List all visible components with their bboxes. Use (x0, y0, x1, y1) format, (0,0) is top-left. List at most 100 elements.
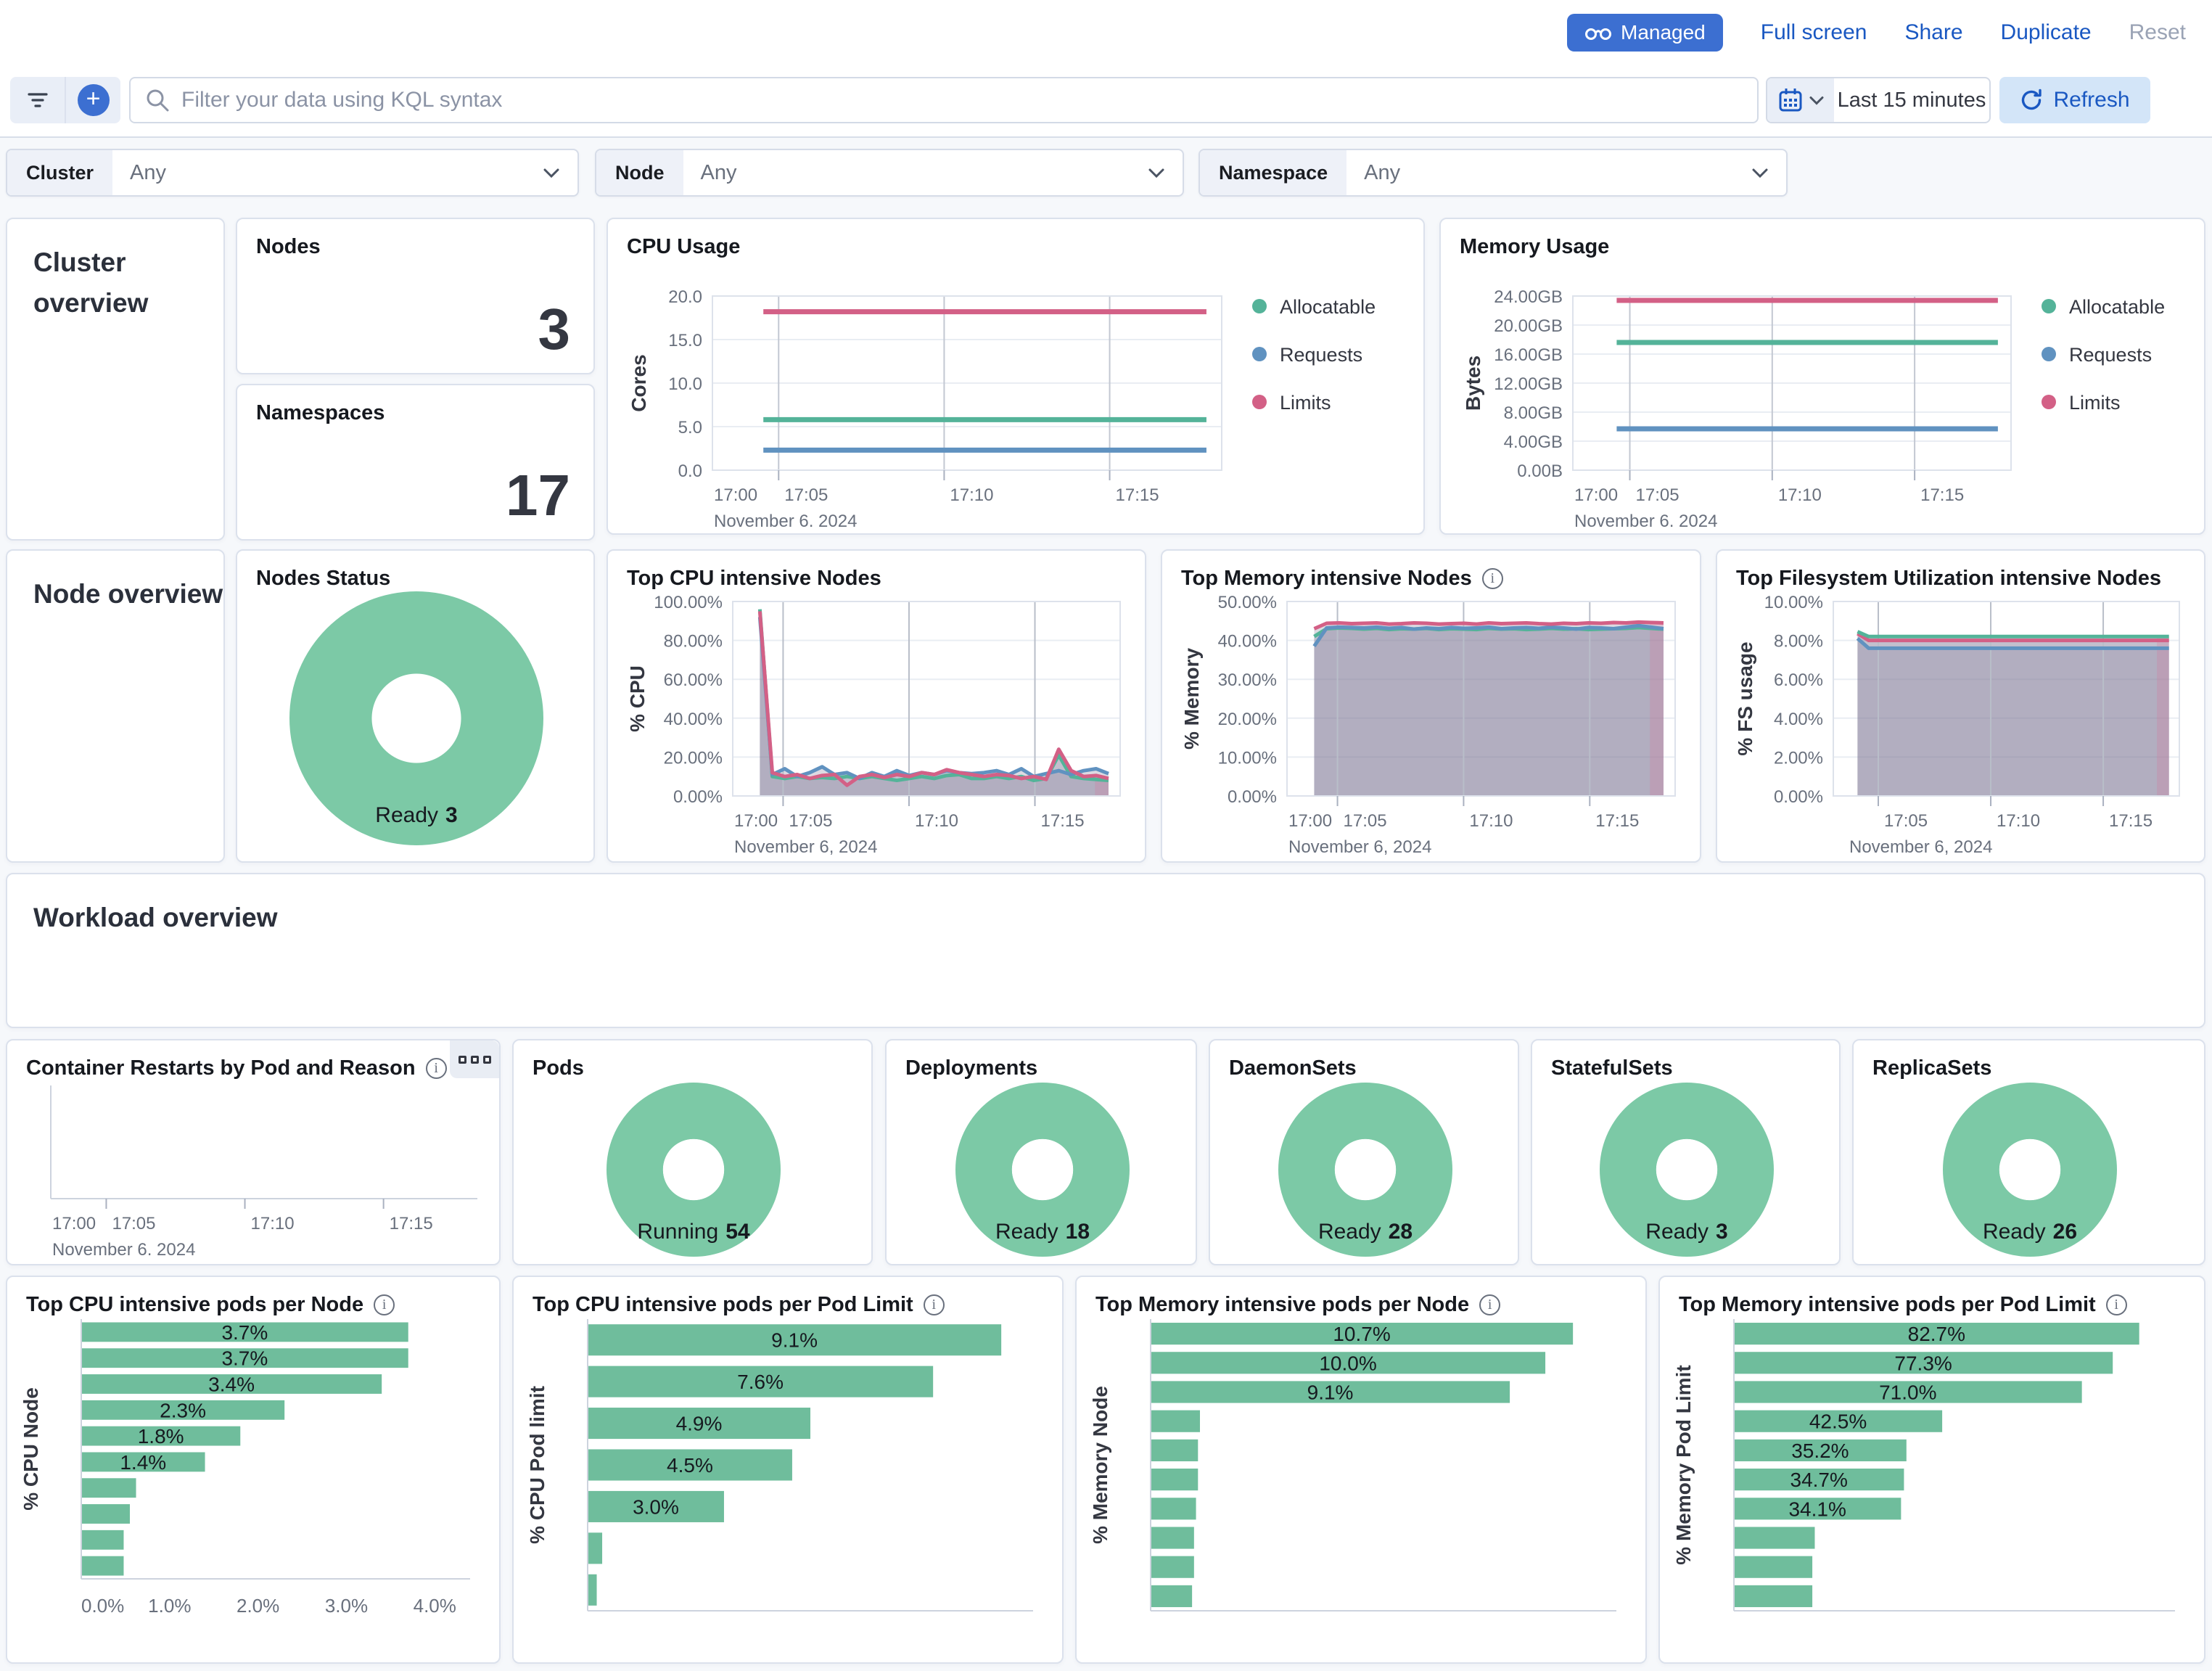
svg-text:% FS usage: % FS usage (1734, 641, 1756, 755)
namespaces-count: 17 (506, 463, 570, 527)
top-memory-pods-per-limit-chart[interactable]: 82.7% 77.3% 71.0% 42.5% 35.2% 34.7% 34.1% % Mem… (1672, 1315, 2195, 1627)
namespace-filter-dropdown[interactable]: Namespace Any (1198, 149, 1788, 197)
svg-text:17:10: 17:10 (915, 811, 958, 831)
info-icon[interactable]: i (425, 1058, 447, 1079)
svg-text:November 6, 2024: November 6, 2024 (1288, 837, 1431, 857)
daemonsets-donut[interactable]: Ready 28 (1278, 1083, 1452, 1257)
daemonsets-panel: DaemonSets Ready 28 (1209, 1039, 1519, 1265)
svg-text:0.00%: 0.00% (673, 787, 723, 807)
node-filter-label: Node (596, 150, 683, 195)
svg-text:% Memory Pod Limit: % Memory Pod Limit (1672, 1365, 1695, 1564)
panel-title: Top Memory intensive pods per Pod Limit i (1660, 1277, 2204, 1317)
cluster-filter-label: Cluster (7, 150, 113, 195)
top-cpu-pods-per-limit-panel: Top CPU intensive pods per Pod Limit i 9.… (512, 1276, 1064, 1664)
pods-donut[interactable]: Running 54 (607, 1083, 781, 1257)
dashboard-topbar: Managed Full screen Share Duplicate Rese… (0, 0, 2212, 65)
donut-label: Ready 28 (1317, 1220, 1413, 1244)
statefulsets-donut[interactable]: Ready 3 (1600, 1083, 1774, 1257)
svg-text:3.0%: 3.0% (633, 1495, 679, 1518)
top-cpu-pods-per-limit-chart[interactable]: 9.1% 7.6% 4.9% 4.5% 3.0% % CPU Pod limit (525, 1315, 1053, 1627)
refresh-button[interactable]: Refresh (1999, 77, 2150, 123)
svg-text:42.5%: 42.5% (1809, 1411, 1867, 1433)
nodes-count: 3 (538, 297, 571, 361)
svg-text:10.00%: 10.00% (1764, 593, 1823, 612)
info-icon[interactable]: i (1479, 1294, 1501, 1315)
container-restarts-chart[interactable]: 17:00 17:05 17:10 17:15 November 6, 2024 (22, 1078, 488, 1255)
top-memory-nodes-chart[interactable]: 0.00% 10.00% 20.00% 30.00% 40.00% 50.00% 17:00… (1177, 591, 1688, 857)
kql-search-bar (129, 77, 1759, 123)
namespace-filter-label: Namespace (1200, 150, 1347, 195)
svg-text:17:00: 17:00 (1574, 485, 1618, 505)
share-button[interactable]: Share (1904, 20, 1963, 44)
panel-title: Top CPU intensive pods per Pod Limit i (514, 1277, 1062, 1317)
donut-label: Running 54 (637, 1220, 750, 1244)
svg-text:20.00%: 20.00% (664, 748, 723, 768)
info-icon[interactable]: i (374, 1294, 395, 1315)
panel-options-button[interactable] (450, 1040, 499, 1078)
filter-menu-button[interactable] (10, 77, 66, 123)
svg-text:4.0%: 4.0% (414, 1595, 456, 1617)
glasses-icon (1584, 25, 1612, 41)
nodes-metric-panel: Nodes 3 (236, 218, 595, 374)
cluster-filter-dropdown[interactable]: Cluster Any (6, 149, 579, 197)
memory-usage-chart[interactable]: 0.00B 4.00GB 8.00GB 12.00GB 16.00GB 20.00GB 24… (1458, 251, 2190, 527)
managed-badge[interactable]: Managed (1567, 14, 1723, 52)
full-screen-button[interactable]: Full screen (1760, 20, 1867, 44)
svg-text:0.00%: 0.00% (1774, 787, 1823, 807)
svg-text:10.0%: 10.0% (1319, 1352, 1376, 1374)
top-cpu-pods-per-node-chart[interactable]: 3.7% 3.7% 3.4%2.3% 1.8% 1.4% 0.0% 1.0% 2.0% 3.0%… (19, 1315, 490, 1640)
svg-text:50.00%: 50.00% (1218, 593, 1277, 612)
svg-text:17:00: 17:00 (714, 485, 757, 505)
info-icon[interactable]: i (2105, 1294, 2127, 1315)
svg-text:17:00: 17:00 (1288, 811, 1332, 831)
svg-text:Allocatable: Allocatable (2069, 296, 2165, 318)
info-icon[interactable]: i (923, 1294, 945, 1315)
pods-panel: Pods Running 54 (512, 1039, 873, 1265)
svg-text:1.8%: 1.8% (138, 1425, 184, 1448)
deployments-donut[interactable]: Ready 18 (955, 1083, 1130, 1257)
duplicate-button[interactable]: Duplicate (2000, 20, 2092, 44)
svg-text:8.00GB: 8.00GB (1504, 403, 1563, 423)
replicasets-donut[interactable]: Ready 26 (1943, 1083, 2117, 1257)
workload-overview-section: Workload overview (6, 873, 2205, 1028)
node-filter-dropdown[interactable]: Node Any (595, 149, 1184, 197)
panel-title: Nodes Status (256, 567, 391, 590)
panel-title: Nodes (256, 235, 321, 258)
time-range-picker: Last 15 minutes (1766, 77, 1991, 123)
memory-usage-panel: Memory Usage 0.00B 4.00GB 8.00GB 12.00GB 16.… (1439, 218, 2205, 535)
panel-title: Namespaces (256, 401, 385, 424)
donut-label: Ready 18 (995, 1220, 1090, 1244)
svg-text:Limits: Limits (1280, 392, 1331, 414)
top-cpu-nodes-chart[interactable]: 0.00% 20.00% 40.00% 60.00% 80.00% 100.00% 17:0… (622, 591, 1133, 857)
svg-text:2.00%: 2.00% (1774, 748, 1823, 768)
nodes-status-donut[interactable]: Ready 3 (289, 591, 543, 845)
kql-search-input[interactable] (181, 88, 1743, 112)
svg-text:4.00GB: 4.00GB (1504, 432, 1563, 452)
svg-text:Requests: Requests (1280, 344, 1362, 366)
svg-text:November 6, 2024: November 6, 2024 (734, 837, 877, 857)
svg-text:77.3%: 77.3% (1894, 1352, 1952, 1374)
top-filesystem-nodes-chart[interactable]: 0.00% 2.00% 4.00% 6.00% 8.00% 10.00% 17:05 17:1… (1732, 591, 2192, 857)
calendar-menu-button[interactable] (1767, 78, 1834, 122)
svg-text:Bytes: Bytes (1462, 356, 1484, 411)
cpu-usage-chart[interactable]: 0.0 5.0 10.0 15.0 20.0 Allocatable Requests Lim… (625, 251, 1409, 527)
add-filter-button[interactable]: + (66, 77, 120, 123)
reset-button[interactable]: Reset (2129, 20, 2186, 44)
chevron-down-icon (1148, 168, 1165, 178)
svg-text:17:05: 17:05 (1636, 485, 1679, 505)
svg-text:9.1%: 9.1% (771, 1329, 818, 1352)
svg-text:20.00%: 20.00% (1218, 710, 1277, 729)
info-icon[interactable]: i (1481, 568, 1503, 589)
svg-text:12.00GB: 12.00GB (1494, 374, 1563, 394)
replicasets-panel: ReplicaSets Ready 26 (1852, 1039, 2205, 1265)
panel-title: Pods (533, 1056, 584, 1080)
svg-text:17:10: 17:10 (251, 1214, 295, 1233)
deployments-panel: Deployments Ready 18 (885, 1039, 1197, 1265)
donut-label: Ready 3 (375, 802, 458, 827)
svg-text:17:00: 17:00 (52, 1214, 96, 1233)
svg-text:0.0: 0.0 (678, 461, 702, 481)
svg-text:2.3%: 2.3% (160, 1399, 206, 1421)
time-range-value[interactable]: Last 15 minutes (1837, 88, 1986, 112)
cluster-overview-section: Cluster overview (6, 218, 225, 541)
top-memory-pods-per-node-chart[interactable]: 10.7% 10.0% 9.1% % Memory Node (1088, 1315, 1637, 1627)
